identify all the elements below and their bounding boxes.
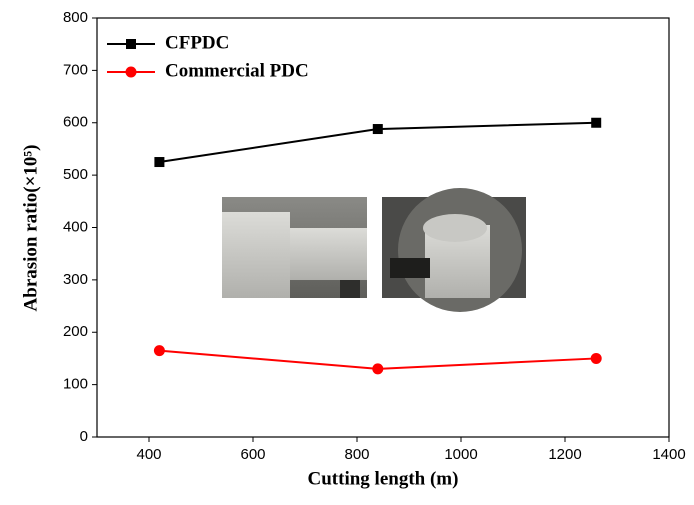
y-tick-label: 0 xyxy=(80,428,88,445)
y-tick-label: 100 xyxy=(63,376,88,393)
x-tick-label: 800 xyxy=(344,446,369,463)
y-tick-label: 400 xyxy=(63,218,88,235)
x-tick-label: 1200 xyxy=(548,446,581,463)
y-axis-label: Abrasion ratio(×10⁵) xyxy=(20,145,41,312)
marker xyxy=(591,118,601,128)
legend-marker xyxy=(126,67,137,78)
inset-photo-right xyxy=(382,188,526,312)
legend-label: CFPDC xyxy=(165,32,229,53)
x-axis-label: Cutting length (m) xyxy=(308,468,459,489)
x-tick-label: 400 xyxy=(136,446,161,463)
inset-photo-left xyxy=(222,197,367,298)
marker xyxy=(591,353,602,364)
x-tick-label: 1400 xyxy=(652,446,685,463)
y-tick-label: 200 xyxy=(63,323,88,340)
y-tick-label: 700 xyxy=(63,61,88,78)
chart: Cutting length (m) Abrasion ratio(×10⁵) … xyxy=(0,0,694,505)
legend-marker xyxy=(126,39,136,49)
marker xyxy=(154,345,165,356)
y-tick-label: 500 xyxy=(63,166,88,183)
x-tick-label: 1000 xyxy=(444,446,477,463)
legend-label: Commercial PDC xyxy=(165,60,309,81)
x-tick-label: 600 xyxy=(240,446,265,463)
marker xyxy=(372,363,383,374)
y-tick-label: 300 xyxy=(63,271,88,288)
marker xyxy=(373,124,383,134)
y-tick-label: 800 xyxy=(63,9,88,26)
y-tick-label: 600 xyxy=(63,114,88,131)
marker xyxy=(154,157,164,167)
